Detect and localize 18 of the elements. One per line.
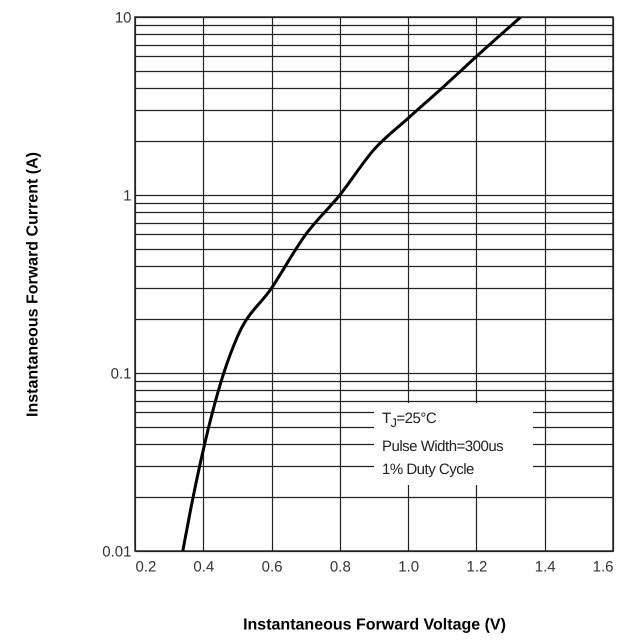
y-tick-label: 0.01 [102, 544, 132, 560]
x-tick-label: 0.4 [193, 558, 214, 576]
annotation: 1% Duty Cycle [382, 460, 475, 480]
x-tick-label: 0.8 [330, 558, 351, 576]
x-tick-label: 0.2 [136, 558, 156, 576]
line-series [181, 17, 522, 551]
y-axis-title: Instantaneous Forward Current (A) [24, 152, 42, 417]
x-tick-label: 1.2 [466, 558, 488, 576]
x-tick-label: 0.6 [262, 558, 282, 576]
y-tick-label: 1 [123, 188, 132, 204]
x-tick-label: 1.6 [592, 558, 614, 576]
x-tick-label: 1.0 [398, 558, 420, 576]
annotation: Pulse Width=300us [382, 437, 504, 457]
x-axis-title: Instantaneous Forward Voltage (V) [243, 616, 506, 634]
y-tick-label: 0.1 [110, 366, 132, 382]
annotation: T$_{J}$=25°C [382, 409, 438, 432]
y-tick-label: 10 [114, 10, 132, 26]
x-tick-label: 1.4 [534, 558, 556, 576]
